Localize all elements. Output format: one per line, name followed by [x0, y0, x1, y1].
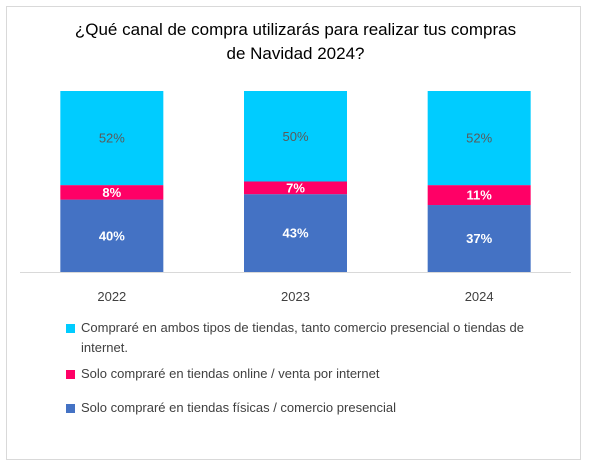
legend-item-both: Compraré en ambos tipos de tiendas, tant… — [66, 318, 566, 358]
legend-swatch-both — [66, 324, 75, 333]
data-label-2023-series-1: 7% — [286, 180, 305, 195]
chart-title-line-1: ¿Qué canal de compra utilizarás para rea… — [74, 20, 517, 39]
bar-segment-2022-series-2 — [60, 91, 164, 186]
data-label-2022-series-0: 40% — [99, 228, 125, 243]
bar-segment-2023-series-0 — [244, 194, 347, 272]
x-tick-label-2024: 2024 — [465, 289, 494, 304]
bar-segment-2024-series-2 — [427, 91, 531, 186]
legend-item-online: Solo compraré en tiendas online / venta … — [66, 364, 566, 384]
chart-title: ¿Qué canal de compra utilizarás para rea… — [0, 18, 591, 66]
x-tick-label-2022: 2022 — [97, 289, 126, 304]
data-label-2022-series-2: 52% — [99, 131, 125, 146]
data-label-2022-series-1: 8% — [102, 185, 121, 200]
data-label-2024-series-0: 37% — [466, 231, 492, 246]
legend-swatch-physical — [66, 404, 75, 413]
data-label-2024-series-1: 11% — [467, 188, 493, 203]
bar-segment-2024-series-1 — [427, 185, 531, 206]
legend-swatch-online — [66, 370, 75, 379]
bar-segment-2022-series-1 — [60, 185, 164, 200]
legend-label-physical: Solo compraré en tiendas físicas / comer… — [81, 400, 397, 415]
chart-legend: Compraré en ambos tipos de tiendas, tant… — [66, 318, 566, 422]
legend-item-physical: Solo compraré en tiendas físicas / comer… — [66, 398, 566, 418]
bar-segment-2024-series-0 — [427, 205, 531, 272]
bar-segment-2023-series-1 — [244, 181, 347, 195]
x-tick-label-2023: 2023 — [281, 289, 310, 304]
bar-segment-2022-series-0 — [60, 199, 164, 272]
legend-label-online: Solo compraré en tiendas online / venta … — [81, 366, 380, 381]
data-label-2024-series-2: 52% — [466, 131, 492, 146]
bar-segment-2023-series-2 — [244, 91, 347, 182]
chart-title-line-2: de Navidad 2024? — [226, 44, 365, 63]
data-label-2023-series-0: 43% — [282, 226, 308, 241]
data-label-2023-series-2: 50% — [282, 129, 308, 144]
legend-label-both: Compraré en ambos tipos de tiendas, tant… — [81, 320, 524, 355]
